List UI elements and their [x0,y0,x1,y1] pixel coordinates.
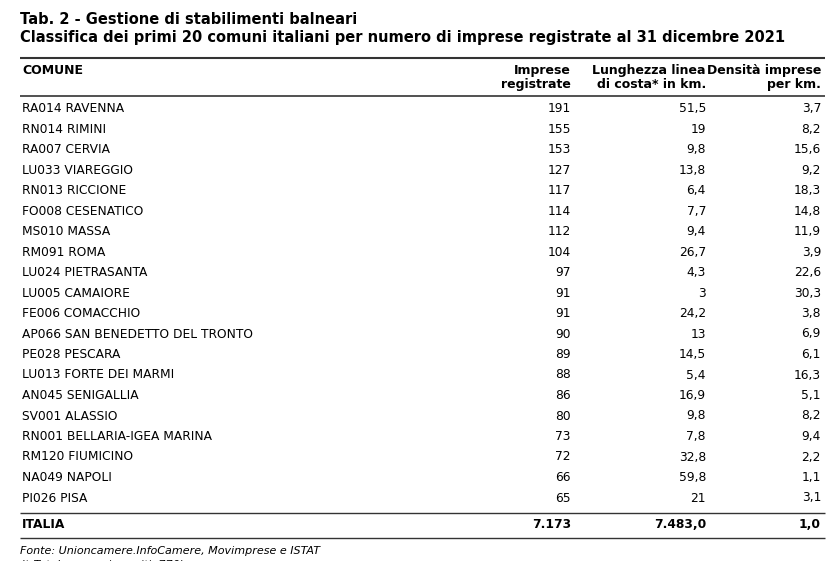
Text: 97: 97 [555,266,570,279]
Text: 13: 13 [690,328,705,341]
Text: 5,1: 5,1 [801,389,820,402]
Text: 7.173: 7.173 [531,518,570,531]
Text: 7.483,0: 7.483,0 [653,518,705,531]
Text: FE006 COMACCHIO: FE006 COMACCHIO [22,307,140,320]
Text: SV001 ALASSIO: SV001 ALASSIO [22,410,117,422]
Text: Tab. 2 - Gestione di stabilimenti balneari: Tab. 2 - Gestione di stabilimenti balnea… [20,12,357,27]
Text: 66: 66 [555,471,570,484]
Text: 22,6: 22,6 [793,266,820,279]
Text: 86: 86 [555,389,570,402]
Text: FO008 CESENATICO: FO008 CESENATICO [22,205,143,218]
Text: 51,5: 51,5 [678,102,705,115]
Text: 3: 3 [697,287,705,300]
Text: 6,1: 6,1 [801,348,820,361]
Text: RA007 CERVIA: RA007 CERVIA [22,143,110,156]
Text: LU005 CAMAIORE: LU005 CAMAIORE [22,287,130,300]
Text: ITALIA: ITALIA [22,518,65,531]
Text: 15,6: 15,6 [793,143,820,156]
Text: 9,4: 9,4 [686,225,705,238]
Text: 14,8: 14,8 [793,205,820,218]
Text: 26,7: 26,7 [678,246,705,259]
Text: 117: 117 [547,184,570,197]
Text: AN045 SENIGALLIA: AN045 SENIGALLIA [22,389,139,402]
Text: 24,2: 24,2 [678,307,705,320]
Text: 8,2: 8,2 [801,122,820,136]
Text: RN014 RIMINI: RN014 RIMINI [22,122,106,136]
Text: RM120 FIUMICINO: RM120 FIUMICINO [22,450,133,463]
Text: 18,3: 18,3 [793,184,820,197]
Text: 16,9: 16,9 [678,389,705,402]
Text: RM091 ROMA: RM091 ROMA [22,246,105,259]
Text: MS010 MASSA: MS010 MASSA [22,225,110,238]
Text: 19: 19 [690,122,705,136]
Text: 6,9: 6,9 [801,328,820,341]
Text: 90: 90 [555,328,570,341]
Text: 4,3: 4,3 [686,266,705,279]
Text: COMUNE: COMUNE [22,64,83,77]
Text: 7,8: 7,8 [686,430,705,443]
Text: PE028 PESCARA: PE028 PESCARA [22,348,120,361]
Text: registrate: registrate [501,78,570,91]
Text: 14,5: 14,5 [678,348,705,361]
Text: 112: 112 [547,225,570,238]
Text: 30,3: 30,3 [793,287,820,300]
Text: 9,2: 9,2 [801,163,820,177]
Text: di costa* in km.: di costa* in km. [596,78,705,91]
Text: 6,4: 6,4 [686,184,705,197]
Text: 1,1: 1,1 [801,471,820,484]
Text: 72: 72 [555,450,570,463]
Text: RN001 BELLARIA-IGEA MARINA: RN001 BELLARIA-IGEA MARINA [22,430,212,443]
Text: 5,4: 5,4 [686,369,705,381]
Text: 153: 153 [547,143,570,156]
Text: 21: 21 [690,491,705,504]
Text: 88: 88 [554,369,570,381]
Text: 114: 114 [547,205,570,218]
Text: Fonte: Unioncamere.InfoCamere, Movimprese e ISTAT: Fonte: Unioncamere.InfoCamere, Movimpres… [20,545,319,555]
Text: 8,2: 8,2 [801,410,820,422]
Text: 2,2: 2,2 [801,450,820,463]
Text: LU033 VIAREGGIO: LU033 VIAREGGIO [22,163,133,177]
Text: 91: 91 [555,287,570,300]
Text: NA049 NAPOLI: NA049 NAPOLI [22,471,112,484]
Text: per km.: per km. [767,78,820,91]
Text: LU013 FORTE DEI MARMI: LU013 FORTE DEI MARMI [22,369,174,381]
Text: Densità imprese: Densità imprese [706,64,820,77]
Text: 127: 127 [547,163,570,177]
Text: 3,8: 3,8 [801,307,820,320]
Text: PI026 PISA: PI026 PISA [22,491,87,504]
Text: 32,8: 32,8 [678,450,705,463]
Text: 73: 73 [555,430,570,443]
Text: 13,8: 13,8 [678,163,705,177]
Text: 9,8: 9,8 [686,143,705,156]
Text: 89: 89 [555,348,570,361]
Text: RN013 RICCIONE: RN013 RICCIONE [22,184,126,197]
Text: 3,7: 3,7 [801,102,820,115]
Text: Classifica dei primi 20 comuni italiani per numero di imprese registrate al 31 d: Classifica dei primi 20 comuni italiani … [20,30,784,45]
Text: 59,8: 59,8 [678,471,705,484]
Text: AP066 SAN BENEDETTO DEL TRONTO: AP066 SAN BENEDETTO DEL TRONTO [22,328,252,341]
Text: LU024 PIETRASANTA: LU024 PIETRASANTA [22,266,147,279]
Text: (* Totale comuni censiti: 770): (* Totale comuni censiti: 770) [20,559,184,561]
Text: 11,9: 11,9 [793,225,820,238]
Text: 80: 80 [555,410,570,422]
Text: 9,8: 9,8 [686,410,705,422]
Text: 7,7: 7,7 [686,205,705,218]
Text: 3,1: 3,1 [801,491,820,504]
Text: Imprese: Imprese [513,64,570,77]
Text: 91: 91 [555,307,570,320]
Text: 9,4: 9,4 [801,430,820,443]
Text: 104: 104 [547,246,570,259]
Text: RA014 RAVENNA: RA014 RAVENNA [22,102,124,115]
Text: 1,0: 1,0 [798,518,820,531]
Text: 16,3: 16,3 [793,369,820,381]
Text: 3,9: 3,9 [801,246,820,259]
Text: 65: 65 [555,491,570,504]
Text: 155: 155 [547,122,570,136]
Text: Lunghezza linea: Lunghezza linea [592,64,705,77]
Text: 191: 191 [547,102,570,115]
